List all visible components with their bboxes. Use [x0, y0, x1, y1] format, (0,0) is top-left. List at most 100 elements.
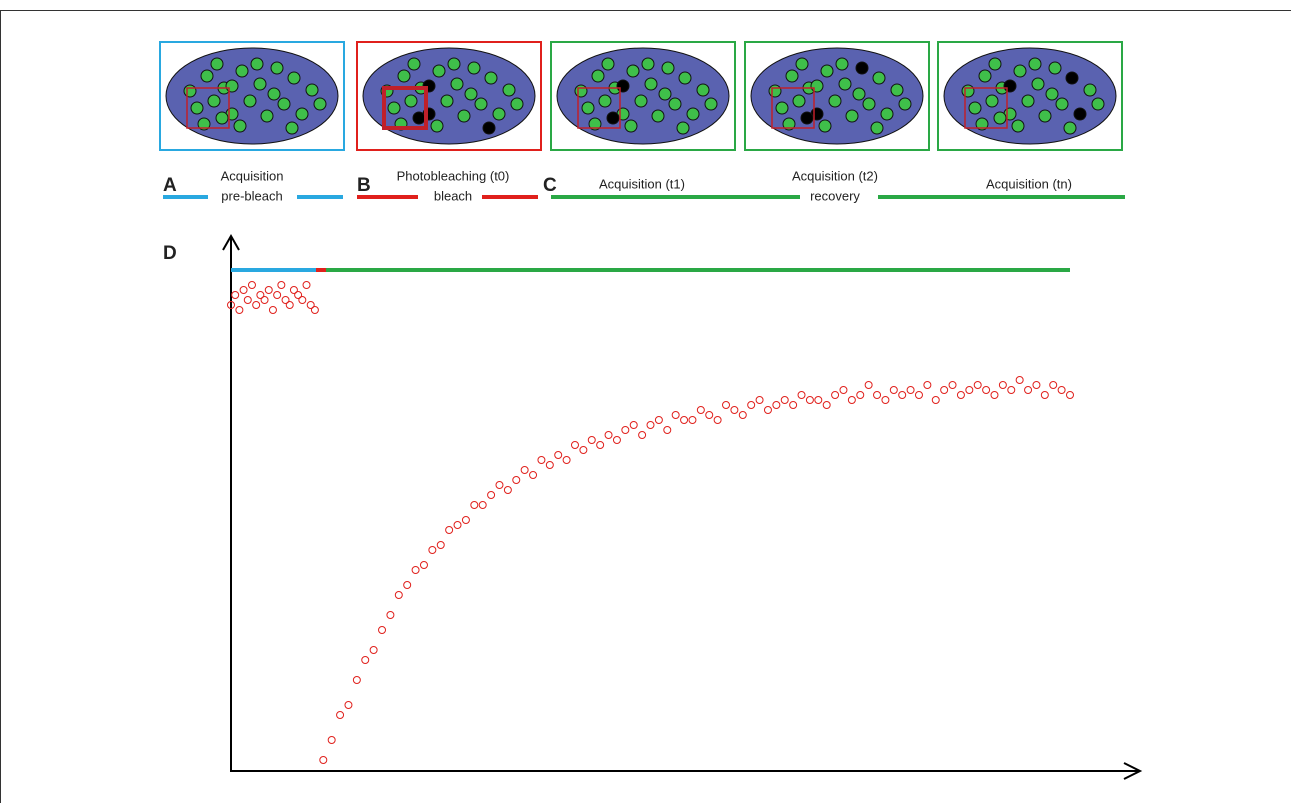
granule: [962, 85, 974, 97]
data-point: [655, 417, 662, 424]
data-point: [353, 677, 360, 684]
granule: [662, 62, 674, 74]
data-point: [471, 502, 478, 509]
granule: [687, 108, 699, 120]
data-point: [999, 382, 1006, 389]
data-point: [597, 442, 604, 449]
granule: [986, 95, 998, 107]
data-point: [957, 392, 964, 399]
data-point: [714, 417, 721, 424]
data-point: [823, 402, 830, 409]
granule: [891, 84, 903, 96]
granule: [1049, 62, 1061, 74]
letter: B: [357, 175, 371, 196]
granule: [268, 88, 280, 100]
data-point: [232, 292, 239, 299]
data-point: [798, 392, 805, 399]
granule: [288, 72, 300, 84]
data-point: [395, 592, 402, 599]
data-point: [915, 392, 922, 399]
granule: [286, 122, 298, 134]
data-point: [790, 402, 797, 409]
label: Acquisition (t2): [792, 168, 878, 183]
granule: [458, 110, 470, 122]
data-point: [513, 477, 520, 484]
granule: [236, 65, 248, 77]
granule: [261, 110, 273, 122]
granule: [796, 58, 808, 70]
granule: [599, 95, 611, 107]
granule: [503, 84, 515, 96]
data-point: [563, 457, 570, 464]
granule: [873, 72, 885, 84]
granule: [278, 98, 290, 110]
data-point: [412, 567, 419, 574]
data-point: [932, 397, 939, 404]
letter: A: [163, 175, 177, 196]
data-point: [815, 397, 822, 404]
data-point: [370, 647, 377, 654]
granule: [669, 98, 681, 110]
data-point: [874, 392, 881, 399]
granule: [398, 70, 410, 82]
data-point: [865, 382, 872, 389]
granule: [776, 102, 788, 114]
data-point: [546, 462, 553, 469]
granule: [582, 102, 594, 114]
granule: [201, 70, 213, 82]
granule: [191, 102, 203, 114]
granule: [465, 88, 477, 100]
data-point: [773, 402, 780, 409]
granule: [244, 95, 256, 107]
label: Photobleaching (t0): [397, 168, 510, 183]
data-point: [731, 407, 738, 414]
granule: [679, 72, 691, 84]
granule: [431, 120, 443, 132]
data-point: [664, 427, 671, 434]
data-point: [454, 522, 461, 529]
granule: [1022, 95, 1034, 107]
granule: [899, 98, 911, 110]
granule: [216, 112, 228, 124]
data-point: [764, 407, 771, 414]
data-point: [647, 422, 654, 429]
data-point: [974, 382, 981, 389]
granule: [306, 84, 318, 96]
data-point: [1067, 392, 1074, 399]
data-point: [488, 492, 495, 499]
data-point: [571, 442, 578, 449]
data-point: [706, 412, 713, 419]
data-point: [941, 387, 948, 394]
granule: [801, 112, 813, 124]
granule: [627, 65, 639, 77]
data-point: [1025, 387, 1032, 394]
label: Acquisition (t1): [599, 176, 685, 191]
data-point: [697, 407, 704, 414]
data-point: [496, 482, 503, 489]
granule: [856, 62, 868, 74]
data-point: [672, 412, 679, 419]
data-point: [857, 392, 864, 399]
data-point: [265, 287, 272, 294]
data-point: [261, 297, 268, 304]
granule: [451, 78, 463, 90]
label: pre-bleach: [221, 188, 282, 203]
data-point: [1033, 382, 1040, 389]
granule: [969, 102, 981, 114]
granule: [821, 65, 833, 77]
data-point: [530, 472, 537, 479]
granule: [493, 108, 505, 120]
data-point: [991, 392, 998, 399]
granule: [184, 85, 196, 97]
data-point: [504, 487, 511, 494]
granule: [1029, 58, 1041, 70]
data-point: [890, 387, 897, 394]
granule: [829, 95, 841, 107]
cell-panels: [160, 42, 1122, 150]
data-point: [949, 382, 956, 389]
granule: [793, 95, 805, 107]
data-point: [236, 307, 243, 314]
granule: [786, 70, 798, 82]
data-point: [966, 387, 973, 394]
